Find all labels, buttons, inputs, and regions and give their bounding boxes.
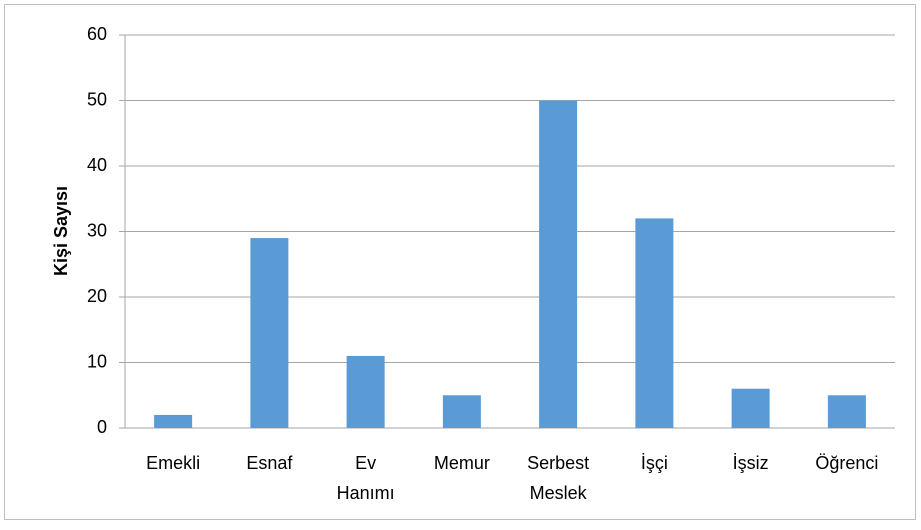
- x-tick-label: İşçi: [641, 453, 668, 473]
- y-tick-label: 20: [87, 286, 107, 306]
- bar: [635, 218, 674, 428]
- y-tick-label: 40: [87, 155, 107, 175]
- x-tick-label: Memur: [434, 453, 490, 473]
- y-axis-label: Kişi Sayısı: [51, 186, 71, 276]
- y-tick-label: 10: [87, 351, 107, 371]
- x-tick-label: Emekli: [146, 453, 200, 473]
- y-tick-label: 0: [97, 417, 107, 437]
- y-tick-label: 60: [87, 24, 107, 44]
- bar: [154, 414, 193, 428]
- bar: [442, 395, 481, 428]
- bar: [731, 388, 770, 428]
- chart-frame: [4, 4, 916, 520]
- x-tick-label: Esnaf: [246, 453, 293, 473]
- x-tick-label: Öğrenci: [815, 453, 878, 473]
- bar: [250, 238, 289, 428]
- x-tick-label: İşsiz: [733, 453, 769, 473]
- bar: [346, 355, 385, 428]
- bar: [539, 100, 578, 428]
- x-tick-label: Ev Hanımı: [337, 453, 395, 503]
- x-tick-label: Serbest Meslek: [527, 453, 589, 503]
- y-tick-label: 30: [87, 220, 107, 240]
- bar: [827, 395, 866, 428]
- y-tick-label: 50: [87, 89, 107, 109]
